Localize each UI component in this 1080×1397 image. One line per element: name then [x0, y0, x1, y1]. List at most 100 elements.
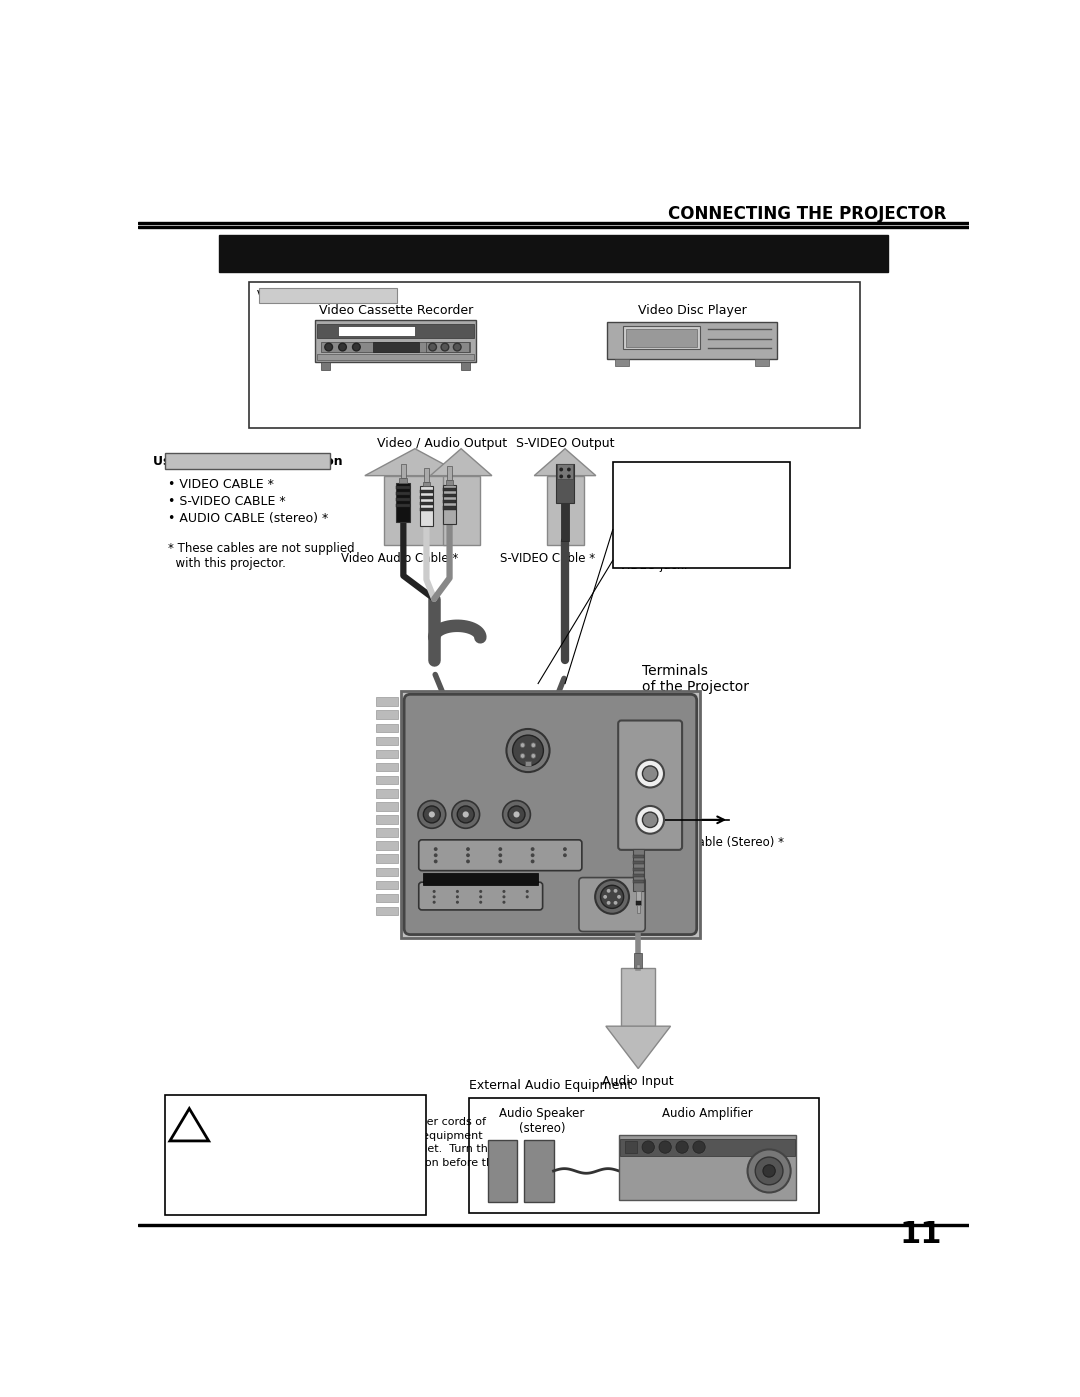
Text: S-VIDEO Cable *: S-VIDEO Cable *: [500, 552, 595, 566]
Text: 11: 11: [900, 1220, 943, 1249]
Text: S-VIDEO Output: S-VIDEO Output: [516, 437, 615, 450]
Bar: [633, 862, 644, 865]
Bar: [377, 816, 397, 824]
Bar: [619, 1134, 796, 1200]
Bar: [138, 226, 970, 229]
Circle shape: [480, 901, 483, 904]
Circle shape: [502, 890, 505, 893]
Text: NOTE  :: NOTE :: [222, 1105, 272, 1119]
Text: (MONO): (MONO): [440, 798, 474, 806]
Text: Video / Audio Output: Video / Audio Output: [377, 437, 507, 450]
Bar: [419, 509, 433, 511]
Polygon shape: [170, 1109, 208, 1141]
Text: Audio Input: Audio Input: [603, 1074, 674, 1088]
Bar: [525, 761, 531, 766]
Bar: [396, 497, 410, 502]
Bar: [446, 481, 454, 485]
Bar: [401, 464, 406, 478]
Circle shape: [434, 847, 437, 851]
Circle shape: [433, 890, 435, 893]
Bar: [443, 500, 457, 503]
Circle shape: [530, 847, 535, 851]
Circle shape: [467, 847, 470, 851]
Text: IN: IN: [645, 740, 656, 750]
Bar: [488, 1140, 517, 1201]
Circle shape: [643, 766, 658, 781]
Bar: [443, 485, 457, 524]
Bar: [443, 488, 457, 490]
Bar: [422, 482, 430, 486]
Circle shape: [521, 743, 525, 747]
Circle shape: [693, 1141, 705, 1154]
Bar: [164, 453, 330, 469]
Bar: [634, 953, 642, 968]
Bar: [377, 828, 397, 837]
Bar: [377, 880, 397, 888]
Circle shape: [457, 806, 474, 823]
Bar: [447, 467, 451, 481]
Circle shape: [454, 344, 461, 351]
Circle shape: [530, 854, 535, 858]
Circle shape: [508, 806, 525, 823]
Text: Video Cassette Recorder: Video Cassette Recorder: [319, 305, 473, 317]
Circle shape: [451, 800, 480, 828]
Bar: [443, 475, 480, 545]
Circle shape: [433, 901, 435, 904]
Bar: [419, 502, 433, 504]
Text: When connecting the cable, the power cords of
both the projector and the externa: When connecting the cable, the power cor…: [222, 1118, 500, 1182]
Circle shape: [434, 859, 437, 863]
Text: • AUDIO CABLE (stereo) *: • AUDIO CABLE (stereo) *: [168, 513, 328, 525]
Bar: [318, 324, 474, 338]
Bar: [318, 353, 474, 360]
Circle shape: [498, 859, 502, 863]
Bar: [469, 1098, 819, 1214]
Polygon shape: [606, 1027, 671, 1069]
Bar: [633, 873, 644, 877]
Circle shape: [507, 729, 550, 773]
Bar: [377, 868, 397, 876]
Circle shape: [607, 888, 610, 893]
Circle shape: [423, 806, 441, 823]
Circle shape: [531, 753, 536, 759]
Bar: [396, 492, 410, 495]
Circle shape: [352, 344, 361, 351]
Bar: [314, 320, 476, 362]
Circle shape: [530, 859, 535, 863]
Text: COMPUTER IN: COMPUTER IN: [447, 831, 523, 842]
Circle shape: [643, 812, 658, 827]
Bar: [612, 462, 789, 569]
Bar: [377, 894, 397, 902]
Bar: [626, 328, 697, 346]
Text: Terminals
of the Projector: Terminals of the Projector: [642, 665, 750, 694]
Bar: [443, 507, 457, 510]
Bar: [625, 1141, 637, 1154]
Circle shape: [595, 880, 629, 914]
Bar: [443, 495, 457, 497]
Circle shape: [559, 475, 563, 478]
Bar: [258, 288, 397, 303]
Circle shape: [456, 890, 459, 893]
Circle shape: [559, 468, 563, 471]
Polygon shape: [365, 448, 465, 475]
Circle shape: [498, 847, 502, 851]
Text: * These cables are not supplied
  with this projector.: * These cables are not supplied with thi…: [168, 542, 355, 570]
Bar: [419, 489, 433, 493]
Text: !: !: [186, 1127, 193, 1146]
Circle shape: [600, 886, 623, 908]
Bar: [321, 342, 471, 352]
Bar: [249, 282, 860, 427]
Circle shape: [526, 890, 529, 893]
Circle shape: [441, 344, 449, 351]
Circle shape: [607, 901, 610, 905]
Bar: [377, 750, 397, 759]
Text: Video Audio Cable *: Video Audio Cable *: [341, 552, 458, 566]
Circle shape: [456, 895, 459, 898]
Bar: [621, 1139, 795, 1155]
Circle shape: [467, 854, 470, 858]
Bar: [384, 475, 446, 545]
Bar: [377, 802, 397, 810]
Bar: [218, 236, 889, 271]
Bar: [377, 763, 397, 771]
Bar: [138, 1224, 970, 1225]
Bar: [377, 711, 397, 719]
